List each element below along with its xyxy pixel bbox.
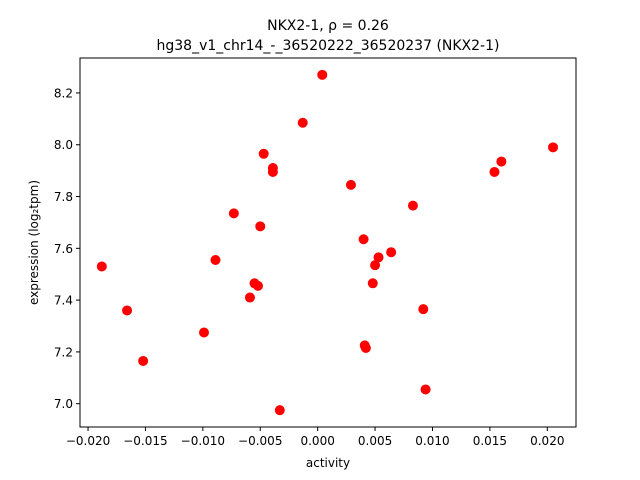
data-point-27 — [420, 384, 431, 395]
data-point-30 — [548, 142, 559, 153]
y-tick-label: 7.0 — [54, 397, 73, 411]
data-point-13 — [267, 166, 278, 177]
y-tick-label: 7.8 — [54, 190, 73, 204]
data-point-7 — [244, 292, 255, 303]
data-point-9 — [252, 280, 263, 291]
data-point-6 — [228, 208, 239, 219]
y-tick-label: 8.0 — [54, 138, 73, 152]
data-point-4 — [199, 327, 209, 338]
y-tick-label: 7.2 — [54, 345, 73, 359]
chart-title-line1: NKX2-1, ρ = 0.26 — [267, 18, 389, 34]
x-tick-label: 0.015 — [473, 434, 507, 448]
data-point-20 — [360, 343, 371, 354]
x-axis-label: activity — [306, 456, 350, 470]
y-tick-label: 8.2 — [54, 86, 73, 100]
y-axis-ticks: 7.0 7.2 7.4 7.6 7.8 8.0 8.2 — [54, 86, 80, 411]
x-tick-label: 0.005 — [358, 434, 392, 448]
x-axis-ticks: −0.020 −0.015 −0.010 −0.005 0.000 0.005 0.010 0… — [66, 427, 564, 448]
x-tick-label: −0.005 — [238, 434, 282, 448]
x-tick-label: 0.020 — [530, 434, 564, 448]
data-point-28 — [489, 166, 500, 177]
data-point-11 — [258, 148, 269, 159]
x-tick-label: −0.020 — [66, 434, 110, 448]
chart-title-line2: hg38_v1_chr14_-_36520222_36520237 (NKX2-… — [157, 38, 500, 54]
data-point-17 — [345, 179, 356, 190]
data-point-1 — [96, 261, 107, 272]
data-point-25 — [407, 200, 418, 211]
data-point-24 — [386, 247, 397, 258]
data-point-21 — [367, 278, 378, 289]
data-points — [96, 69, 559, 416]
data-point-18 — [358, 234, 369, 245]
x-tick-label: −0.010 — [181, 434, 225, 448]
data-point-5 — [210, 254, 221, 265]
y-tick-label: 7.4 — [54, 294, 73, 308]
data-point-16 — [317, 69, 328, 80]
data-point-2 — [122, 305, 133, 316]
x-tick-label: 0.000 — [300, 434, 334, 448]
x-tick-label: 0.010 — [415, 434, 449, 448]
data-point-14 — [274, 405, 285, 416]
y-axis-label: expression (log₂tpm) — [27, 180, 41, 305]
data-point-23 — [373, 252, 384, 263]
y-tick-label: 7.6 — [54, 242, 73, 256]
data-point-29 — [496, 156, 507, 167]
data-point-26 — [418, 304, 429, 315]
data-point-10 — [255, 221, 266, 232]
x-tick-label: −0.015 — [123, 434, 167, 448]
data-point-3 — [138, 355, 149, 366]
data-point-15 — [297, 117, 308, 128]
plot-area-frame — [79, 57, 577, 428]
